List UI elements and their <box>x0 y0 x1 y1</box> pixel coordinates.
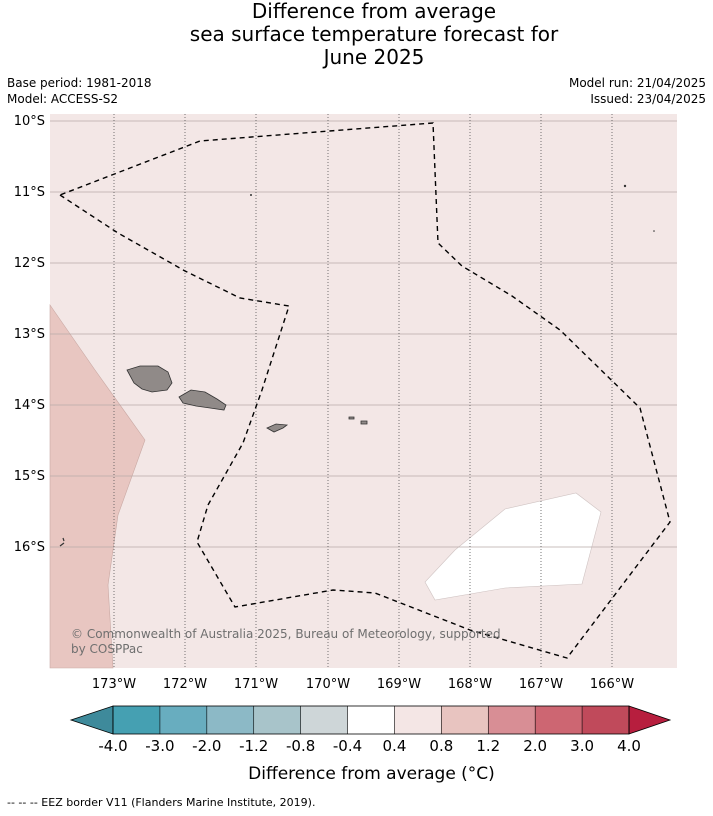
lon-label: 166°W <box>590 677 634 692</box>
lon-label: 172°W <box>163 677 207 692</box>
colorbar-swatch <box>206 706 254 734</box>
colorbar-swatch <box>300 706 348 734</box>
colorbar-swatch <box>488 706 536 734</box>
lon-label: 170°W <box>306 677 350 692</box>
colorbar-tick-label: 1.2 <box>476 737 500 755</box>
lon-label: 173°W <box>92 677 136 692</box>
base-period: Base period: 1981-2018 <box>7 76 152 90</box>
colorbar-swatch <box>347 706 395 734</box>
colorbar-swatch <box>441 706 489 734</box>
meta-left: Base period: 1981-2018 Model: ACCESS-S2 <box>7 75 152 107</box>
colorbar-tick-label: 0.4 <box>383 737 407 755</box>
warm-anomaly-region <box>49 304 146 669</box>
eez-border-west <box>59 122 671 659</box>
near-average-region <box>424 492 602 601</box>
colorbar-tick-label: 4.0 <box>617 737 641 755</box>
colorbar-tick-label: -0.8 <box>286 737 315 755</box>
title-line-2: sea surface temperature forecast for <box>189 22 559 46</box>
lon-label: 169°W <box>377 677 421 692</box>
colorbar-ticks: -4.0 -3.0 -2.0 -1.2 -0.8 -0.4 0.4 0.8 1.2 2.0 3.0 4… <box>98 737 641 755</box>
latitude-labels: 10°S 11°S 12°S 13°S 14°S 15°S 16°S <box>14 114 45 555</box>
latitude-gridlines <box>50 120 677 548</box>
lat-label: 16°S <box>14 540 45 555</box>
colorbar-tick-label: 2.0 <box>523 737 547 755</box>
colorbar-low-extend <box>69 705 114 735</box>
lat-label: 10°S <box>14 114 45 129</box>
island-manua-2 <box>360 420 368 425</box>
lat-label: 12°S <box>14 256 45 271</box>
model-name: Model: ACCESS-S2 <box>7 92 119 106</box>
colorbar-swatch <box>113 706 160 734</box>
model-run: Model run: 21/04/2025 <box>568 76 706 90</box>
title-line-3: June 2025 <box>323 45 425 69</box>
map-title: Difference from average sea surface temp… <box>0 0 713 69</box>
colorbar-high-extend <box>628 705 672 735</box>
island-small-4 <box>59 537 65 547</box>
colorbar-swatch <box>159 706 207 734</box>
colorbar-title: Difference from average (°C) <box>248 764 495 784</box>
colorbar-swatch <box>394 706 442 734</box>
ocean-background <box>50 114 677 668</box>
copyright-line-2: by COSPPac <box>71 642 143 656</box>
island-manua-1 <box>348 416 355 420</box>
lat-label: 13°S <box>14 327 45 342</box>
lon-label: 167°W <box>519 677 563 692</box>
issued-date: Issued: 23/04/2025 <box>590 92 706 106</box>
island-small-3 <box>653 230 655 232</box>
longitude-labels: 173°W 172°W 171°W 170°W 169°W 168°W 167°… <box>92 677 634 692</box>
lon-label: 168°W <box>448 677 492 692</box>
lat-label: 11°S <box>14 185 45 200</box>
colorbar-tick-label: 0.8 <box>429 737 453 755</box>
colorbar-swatch <box>535 706 583 734</box>
lat-label: 14°S <box>14 398 45 413</box>
colorbar-tick-label: -0.4 <box>333 737 362 755</box>
longitude-gridlines <box>113 114 613 668</box>
copyright-line-1: © Commonwealth of Australia 2025, Bureau… <box>71 627 501 641</box>
colorbar <box>69 705 672 735</box>
island-small-2 <box>623 184 627 188</box>
colorbar-tick-label: -3.0 <box>145 737 174 755</box>
colorbar-swatch <box>253 706 301 734</box>
island-tutuila <box>266 423 289 433</box>
island-savaii <box>126 365 173 393</box>
colorbar-tick-label: 3.0 <box>570 737 594 755</box>
eez-legend-footer: -- -- -- EEZ border V11 (Flanders Marine… <box>7 796 316 809</box>
island-upolu <box>178 389 227 411</box>
colorbar-tick-label: -2.0 <box>192 737 221 755</box>
lat-label: 15°S <box>14 469 45 484</box>
title-line-1: Difference from average <box>251 0 497 23</box>
meta-right: Model run: 21/04/2025 Issued: 23/04/2025 <box>569 75 706 107</box>
colorbar-tick-label: -4.0 <box>98 737 127 755</box>
lon-label: 171°W <box>234 677 278 692</box>
colorbar-tick-label: -1.2 <box>239 737 268 755</box>
island-small-1 <box>250 194 252 196</box>
colorbar-swatch <box>582 706 629 734</box>
